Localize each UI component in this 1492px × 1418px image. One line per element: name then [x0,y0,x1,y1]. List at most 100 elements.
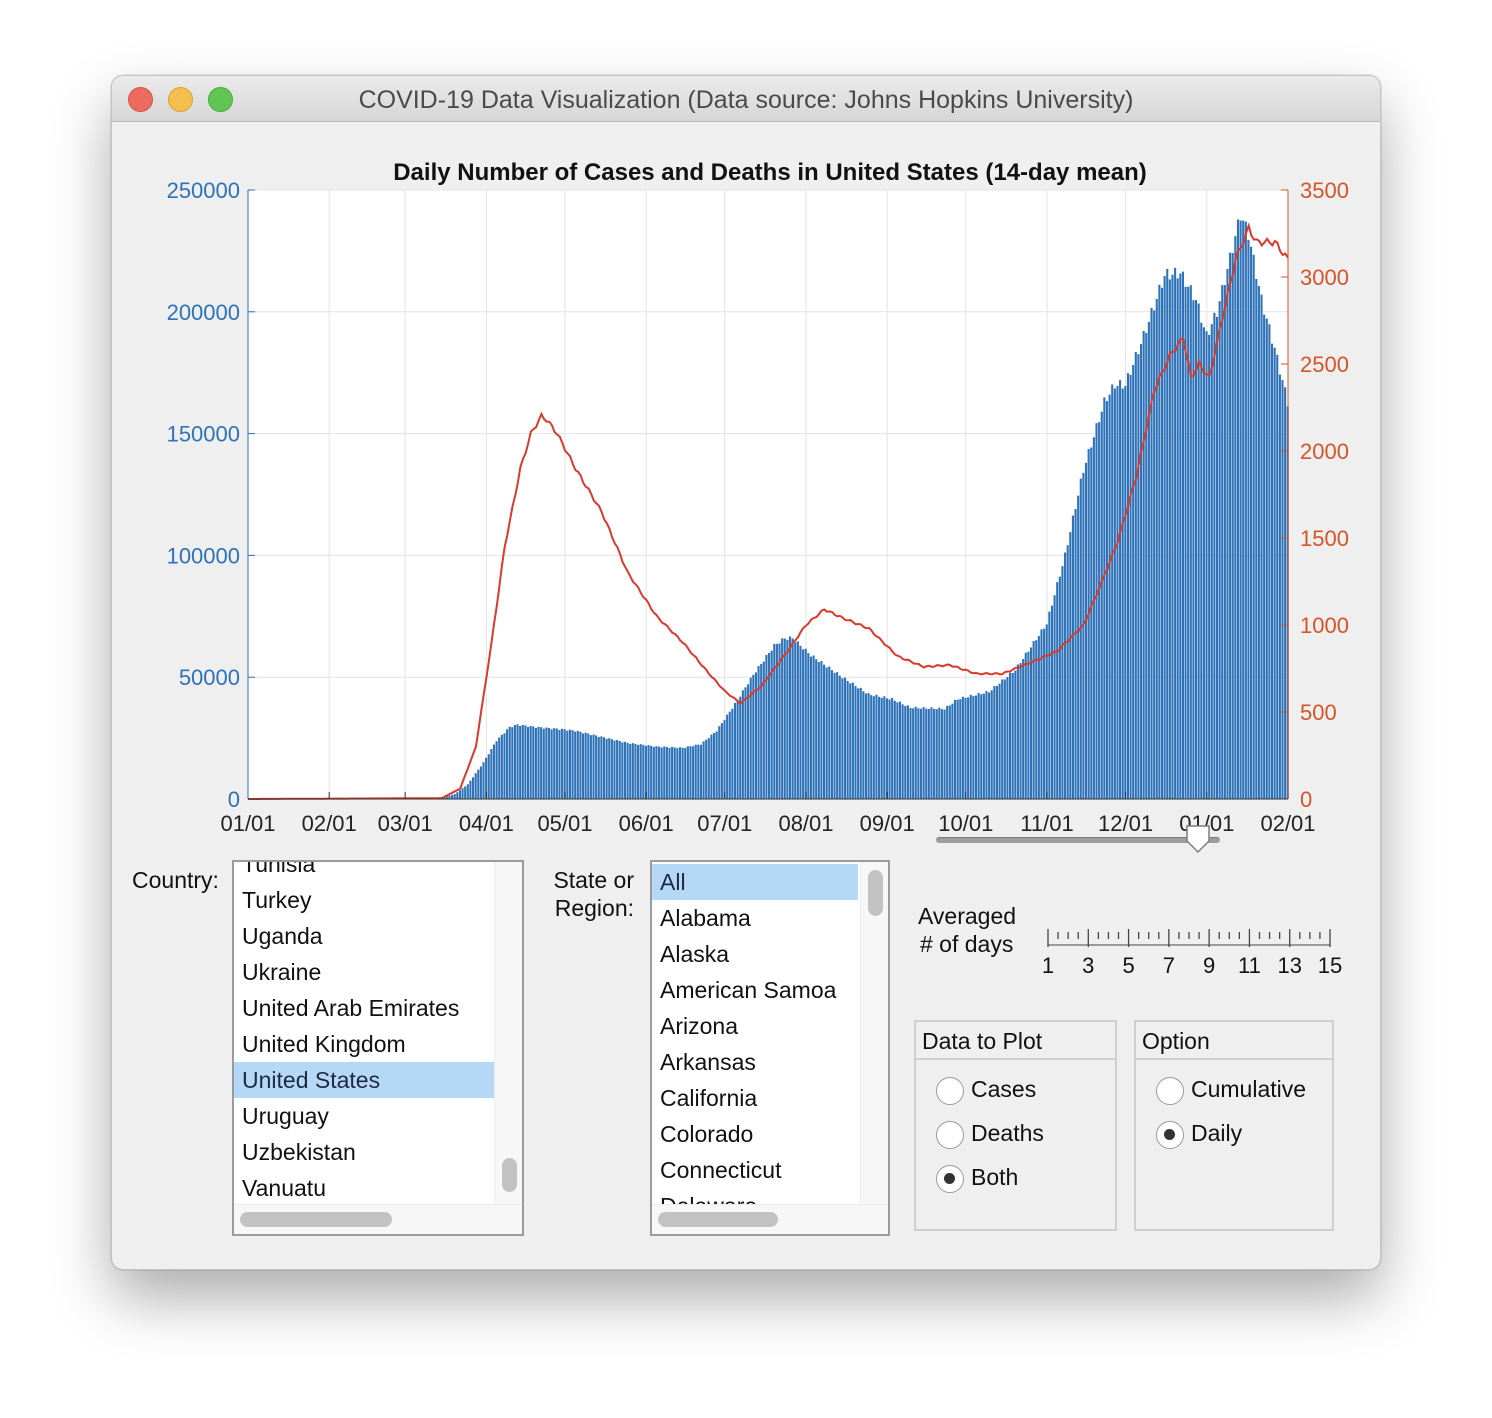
cases-bar [778,643,781,799]
cases-bar [875,694,878,799]
state-list-item[interactable]: All [652,864,858,900]
country-list-item[interactable]: Uganda [242,923,323,949]
cases-bar [775,643,778,799]
x-tick-label: 05/01 [537,811,592,836]
cases-bar [726,714,729,799]
y-right-tick-label: 1500 [1300,526,1349,551]
cases-bar [1218,301,1221,799]
country-list-item[interactable]: Vanuatu [242,1175,326,1201]
state-horizontal-scroll-thumb[interactable] [658,1212,778,1227]
country-list-item[interactable]: Tunisia [242,860,316,877]
country-list-item[interactable]: United Arab Emirates [242,995,460,1021]
cases-bar [1223,285,1226,799]
state-list-item[interactable]: Alaska [660,941,730,967]
cases-bar [534,728,537,799]
cases-bar [781,638,784,799]
chart-axes: 01/01 02/01 03/01 04/01 05/01 06/01 07/01 08/01… [167,178,1349,836]
country-list-item[interactable]: United Kingdom [242,1031,406,1057]
country-horizontal-scroll-thumb[interactable] [240,1212,392,1227]
cases-bar [466,784,469,799]
state-listbox[interactable]: All Alabama Alaska American Samoa Arizona Ark… [650,860,890,1236]
cases-bar [995,685,999,799]
state-list-item[interactable]: Arkansas [660,1049,756,1075]
cases-bar [579,731,582,799]
country-list-item[interactable]: Uruguay [242,1103,329,1129]
cases-bar [896,702,899,799]
cases-bar [736,699,739,799]
state-horizontal-scrollbar[interactable] [652,1204,888,1234]
country-list-item[interactable]: Turkey [242,887,312,913]
x-tick-label: 10/01 [938,811,993,836]
country-list-item[interactable]: United States [234,1062,494,1098]
cases-bar [883,696,886,799]
cases-bar [1043,628,1046,799]
cases-bar [846,680,849,799]
cases-bar [676,748,679,799]
cases-bar [553,728,556,799]
cases-bar [671,746,674,799]
radio-button-icon[interactable] [936,1121,964,1149]
cases-bar [1029,647,1033,799]
cases-bar [935,709,938,799]
cases-bar [634,743,637,799]
country-vertical-scrollbar[interactable] [494,862,522,1206]
cases-bar [1263,314,1266,799]
slider-tick-label: 13 [1277,953,1301,978]
maximize-button[interactable] [208,87,233,112]
state-vertical-scroll-thumb[interactable] [868,870,883,916]
country-vertical-scroll-thumb[interactable] [502,1158,517,1192]
state-list-item[interactable]: California [660,1085,758,1111]
state-list-item[interactable]: Connecticut [660,1157,782,1183]
country-list-item[interactable]: Uzbekistan [242,1139,356,1165]
y-left-tick-label: 200000 [167,300,240,325]
state-list-item[interactable]: Colorado [660,1121,754,1147]
cases-bar [621,742,624,799]
radio-label: Deaths [971,1120,1044,1146]
country-listbox[interactable]: Tunisia Turkey Uganda Ukraine United Arab Em… [232,860,524,1236]
radio-button-icon[interactable] [936,1165,964,1193]
state-list-item[interactable]: Arizona [660,1013,738,1039]
radio-button-icon[interactable] [1156,1121,1184,1149]
radio-button-icon[interactable] [936,1077,964,1105]
cases-bar [1168,279,1171,800]
averaging-slider-track[interactable] [936,837,1220,843]
country-horizontal-scrollbar[interactable] [234,1204,522,1234]
cases-bar [823,664,826,799]
state-list-item[interactable]: American Samoa [660,977,837,1003]
slider-tick-scale: 1 3 5 7 9 11 13 15 [1042,929,1342,978]
country-list-item[interactable]: Ukraine [242,959,322,985]
radio-label: Cumulative [1191,1076,1307,1102]
cases-bar [1195,300,1198,799]
cases-bar [849,683,852,799]
close-button[interactable] [128,87,153,112]
cases-bar [652,746,655,799]
slider-tick-label: 1 [1042,953,1054,978]
cases-bar [752,674,755,799]
minimize-button[interactable] [168,87,193,112]
cases-bar [1158,284,1161,799]
cases-bar [812,655,815,799]
cases-bar [985,691,988,799]
cases-bar [712,732,716,799]
cases-bar [1247,239,1250,799]
slider-label-line2: # of days [920,931,1014,957]
cases-bar [838,675,841,799]
cases-bar [791,638,794,799]
cases-bar [521,724,524,799]
cases-bar [547,727,551,799]
cases-bar [744,687,747,799]
radio-button-icon[interactable] [1156,1077,1184,1105]
cases-bar [1056,582,1059,799]
cases-bar [888,699,891,799]
cases-bar [1281,379,1284,799]
cases-bar [867,693,870,799]
cases-bar [974,695,978,799]
cases-bar [841,678,844,799]
cases-bar [582,733,585,799]
state-list-item[interactable]: Alabama [660,905,751,931]
averaging-slider-thumb[interactable] [1185,824,1211,854]
cases-bar [1197,303,1200,799]
cases-bar [964,697,967,799]
y-right-tick-label: 3000 [1300,265,1349,290]
state-vertical-scrollbar[interactable] [860,862,888,1206]
